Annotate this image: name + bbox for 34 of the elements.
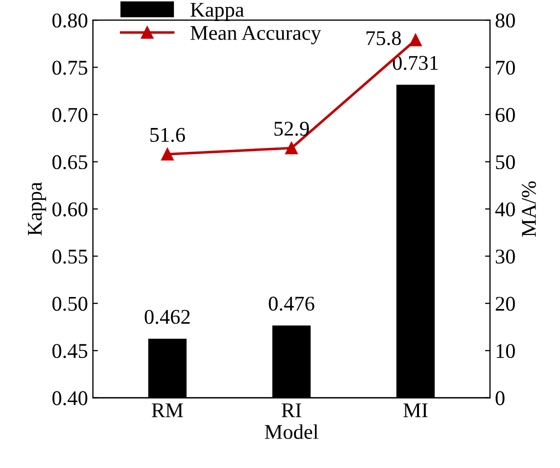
- data-label: 0.462: [144, 310, 190, 324]
- x-tick-label: RI: [282, 403, 302, 418]
- y-tick-label: 0.70: [52, 108, 88, 122]
- y2-tick-label: 60: [496, 108, 515, 122]
- y-tick-label: 0.60: [52, 202, 88, 216]
- y2-tick-label: 80: [496, 14, 515, 28]
- y2-tick-label: 40: [495, 202, 515, 216]
- x-tick-label: RM: [152, 403, 184, 418]
- data-label: 51.6: [150, 128, 186, 142]
- y-tick-label: 0.40: [52, 391, 88, 406]
- y-tick-label: 0.50: [52, 296, 88, 311]
- x-axis-title: Model: [264, 424, 318, 439]
- y-tick-label: 0.65: [52, 155, 88, 170]
- data-label: 0.476: [268, 296, 314, 311]
- y2-tick-label: 30: [496, 250, 515, 264]
- point: [161, 148, 174, 160]
- legend-label: Kappa: [190, 2, 244, 22]
- y-tick-label: 0.75: [52, 60, 88, 75]
- data-label: 52.9: [274, 122, 309, 136]
- y2-tick-label: 10: [496, 344, 515, 358]
- y-tick-label: 0.55: [52, 250, 88, 264]
- data-label: 75.8: [366, 31, 401, 46]
- legend-label: Mean Accuracy: [190, 26, 322, 44]
- point: [285, 142, 298, 154]
- y2-axis-title: MA/%: [522, 181, 536, 237]
- y2-tick-label: 0: [496, 391, 504, 406]
- y2-tick-label: 70: [496, 60, 515, 75]
- y2-tick-label: 50: [496, 155, 515, 170]
- y-axis-title: Kappa: [28, 182, 46, 236]
- y2-tick-label: 20: [496, 296, 515, 311]
- point: [409, 34, 422, 46]
- x-tick-label: MI: [403, 403, 428, 418]
- y-tick-label: 0.45: [52, 344, 88, 358]
- y-tick-label: 0.80: [52, 14, 88, 28]
